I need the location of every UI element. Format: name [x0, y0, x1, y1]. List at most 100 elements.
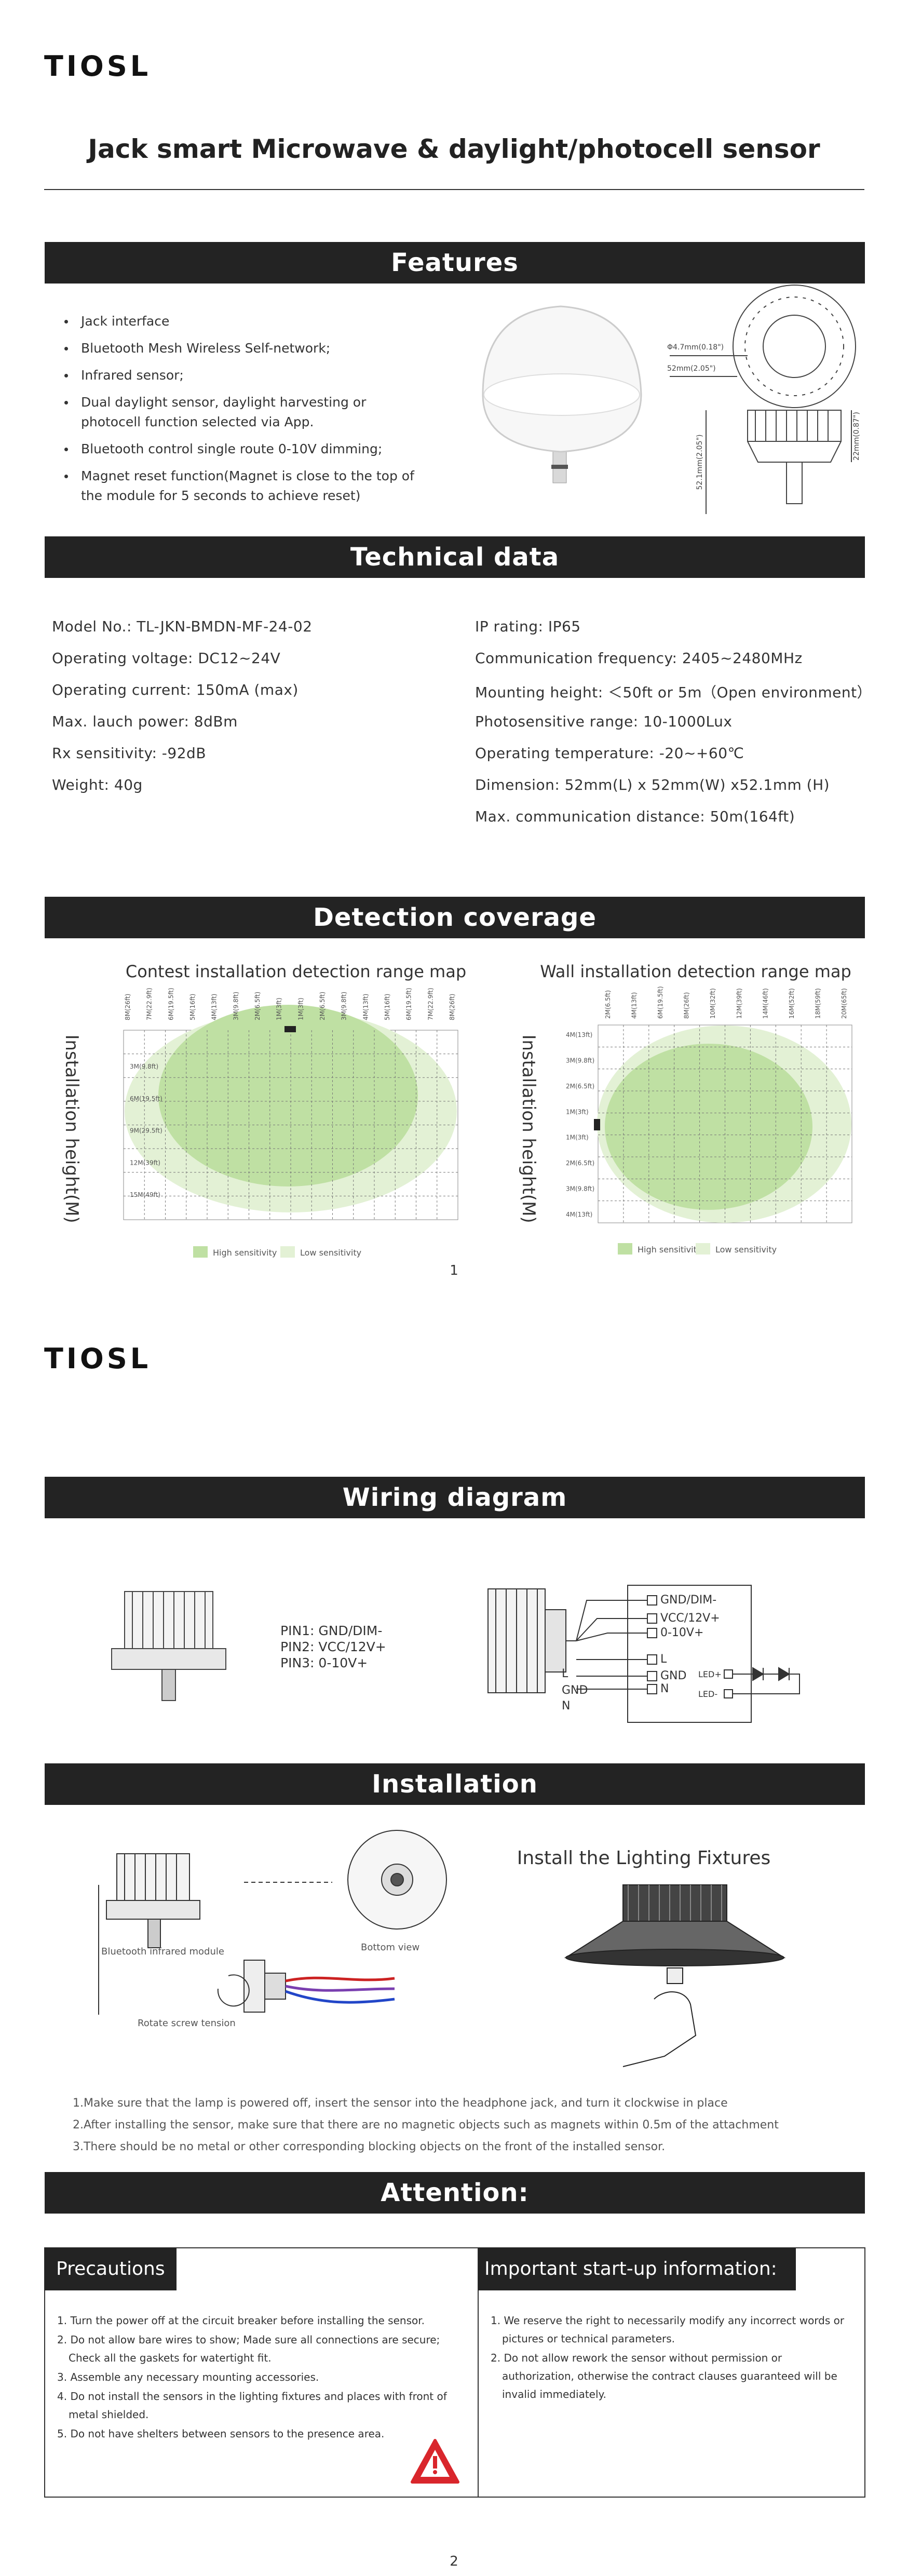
- wiring-schematic: [487, 1585, 800, 1723]
- installation-drawing: [98, 1830, 447, 2015]
- legend-swatch: [696, 1243, 710, 1255]
- image-label: Rotate screw tension: [138, 2018, 236, 2029]
- precaution-list: 1. Turn the power off at the circuit bre…: [57, 2312, 467, 2444]
- terminal-label: GND/DIM-: [660, 1594, 716, 1607]
- side-tick-label: 4M(13ft): [566, 1211, 592, 1218]
- line-label: L: [562, 1667, 568, 1680]
- list-item: 1. We reserve the right to necessarily m…: [491, 2314, 845, 2345]
- top-tick-label: 6M(19.5ft): [405, 988, 413, 1020]
- side-tick-label: 15M(49ft): [130, 1191, 160, 1198]
- top-tick-label: 16M(52ft): [788, 988, 795, 1019]
- dimension-label: 52mm(2.05"): [667, 365, 716, 373]
- list-item: 3. Assemble any necessary mounting acces…: [57, 2371, 319, 2383]
- pin-list: PIN1: GND/DIM- PIN2: VCC/12V+ PIN3: 0-10V+: [280, 1623, 386, 1671]
- map-title: Wall installation detection range map: [540, 962, 851, 981]
- list-item: Photosensitive range: 10-1000Lux: [475, 713, 733, 730]
- legend-swatch: [193, 1246, 208, 1258]
- section-heading: Features: [45, 242, 865, 284]
- top-tick-label: 14M(46ft): [762, 988, 769, 1019]
- side-tick-label: 6M(19.5ft): [130, 1095, 162, 1102]
- list-item: PIN1: GND/DIM-: [280, 1623, 383, 1638]
- dimension-label: 22mm(0.87"): [852, 412, 861, 461]
- map-title: Contest installation detection range map: [125, 962, 467, 981]
- dimension-label: Φ4.7mm(0.18"): [667, 343, 724, 352]
- side-tick-label: 1M(3ft): [566, 1134, 589, 1141]
- startup-list: 1. We reserve the right to necessarily m…: [491, 2312, 849, 2405]
- top-tick-label: 4M(13ft): [211, 994, 218, 1020]
- top-tick-label: 5M(16ft): [189, 994, 196, 1020]
- list-item: 1. Turn the power off at the circuit bre…: [57, 2314, 425, 2327]
- top-tick-label: 6M(19.5ft): [167, 988, 174, 1020]
- install-notes: 1.Make sure that the lamp is powered off…: [73, 2093, 851, 2158]
- top-tick-label: 2M(6.5ft): [604, 990, 612, 1019]
- top-tick-label: 7M(22.9ft): [427, 988, 434, 1020]
- y-axis-label: Installation height(M): [518, 1034, 539, 1223]
- section-heading: Wiring diagram: [45, 1477, 865, 1518]
- legend-label: High sensitivity: [638, 1245, 701, 1255]
- line-label: N: [562, 1700, 570, 1712]
- coverage-map: [594, 1024, 852, 1223]
- legend-label: High sensitivity: [213, 1248, 277, 1258]
- terminal-label: VCC/12V+: [660, 1612, 720, 1625]
- list-item: 1.Make sure that the lamp is powered off…: [73, 2097, 728, 2110]
- list-item: 2. Do not allow bare wires to show; Made…: [57, 2334, 440, 2364]
- page-number: 2: [450, 2554, 458, 2569]
- page-number: 1: [450, 1263, 458, 1278]
- top-tick-label: 20M(65ft): [841, 988, 848, 1019]
- box-header: Important start-up information:: [478, 2248, 796, 2290]
- side-tick-label: 12M(39ft): [130, 1159, 160, 1166]
- y-axis-label: Installation height(M): [61, 1034, 82, 1223]
- side-tick-label: 2M(6.5ft): [566, 1083, 594, 1090]
- top-tick-label: 2M(6.5ft): [254, 992, 261, 1020]
- image-label: Bluetooth infrared module: [101, 1946, 224, 1957]
- led-label: LED-: [698, 1689, 717, 1699]
- list-item: Weight: 40g: [52, 776, 143, 793]
- legend-label: Low sensitivity: [300, 1248, 361, 1258]
- image-label: Bottom view: [361, 1942, 420, 1953]
- list-item: 5. Do not have shelters between sensors …: [57, 2427, 385, 2440]
- section-heading: Attention:: [45, 2172, 865, 2214]
- list-item: Magnet reset function(Magnet is close to…: [58, 466, 422, 506]
- side-tick-label: 3M(9.8ft): [566, 1185, 594, 1193]
- top-tick-label: 12M(39ft): [736, 988, 743, 1019]
- fixture-drawing: [564, 1884, 786, 2067]
- top-tick-label: 4M(13ft): [631, 992, 638, 1019]
- title: Jack smart Microwave & daylight/photocel…: [88, 134, 820, 164]
- side-tick-label: 1M(3ft): [566, 1108, 589, 1115]
- list-item: Max. communication distance: 50m(164ft): [475, 808, 795, 825]
- legend-swatch: [618, 1243, 632, 1255]
- top-tick-label: 3M(9.8ft): [341, 992, 348, 1020]
- side-tick-label: 9M(29.5ft): [130, 1127, 162, 1135]
- list-item: PIN3: 0-10V+: [280, 1655, 368, 1670]
- list-item: PIN2: VCC/12V+: [280, 1639, 386, 1654]
- logo: TIOSL: [44, 1342, 152, 1375]
- spec-list: IP rating: IP65 Communication frequency: …: [475, 618, 872, 840]
- top-tick-label: 5M(16ft): [384, 994, 391, 1020]
- list-item: Operating current: 150mA (max): [52, 681, 299, 698]
- list-item: Max. lauch power: 8dBm: [52, 713, 238, 730]
- legend-swatch: [280, 1246, 295, 1258]
- module-drawing: [111, 1591, 226, 1701]
- fixture-title: Install the Lighting Fixtures: [517, 1847, 771, 1869]
- led-label: LED+: [698, 1669, 722, 1679]
- list-item: 4. Do not install the sensors in the lig…: [57, 2390, 447, 2421]
- top-tick-label: 1M(3ft): [297, 997, 304, 1020]
- top-tick-label: 3M(9.8ft): [232, 992, 239, 1020]
- terminal-label: N: [660, 1682, 669, 1695]
- terminal-label: 0-10V+: [660, 1626, 703, 1639]
- list-item: Dimension: 52mm(L) x 52mm(W) x52.1mm (H): [475, 776, 830, 793]
- product-photo: [482, 305, 642, 483]
- list-item: Operating voltage: DC12~24V: [52, 650, 281, 667]
- top-tick-label: 10M(32ft): [709, 988, 716, 1019]
- section-heading: Installation: [45, 1763, 865, 1805]
- top-tick-label: 7M(22.9ft): [146, 988, 153, 1020]
- feature-list: Jack interface Bluetooth Mesh Wireless Se…: [58, 312, 422, 513]
- section-heading: Technical data: [45, 536, 865, 578]
- side-tick-label: 3M(9.8ft): [130, 1063, 158, 1070]
- list-item: Bluetooth control single route 0-10V dim…: [58, 439, 422, 459]
- legend-label: Low sensitivity: [715, 1245, 777, 1255]
- list-item: Jack interface: [58, 312, 422, 331]
